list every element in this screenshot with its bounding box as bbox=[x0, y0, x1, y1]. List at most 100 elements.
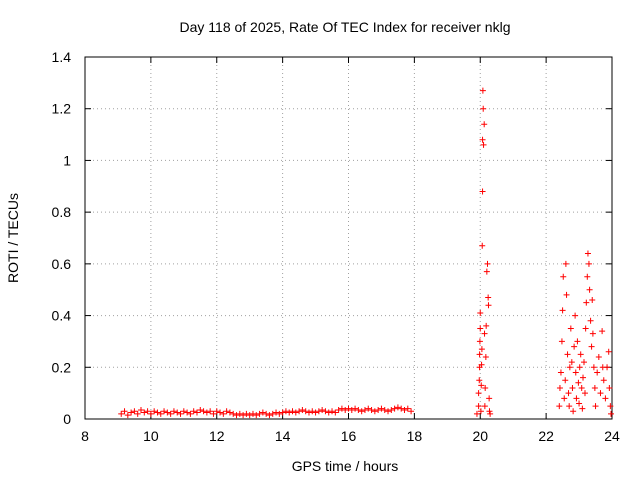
data-point bbox=[335, 406, 342, 413]
data-point bbox=[482, 384, 489, 391]
data-point bbox=[575, 379, 582, 386]
data-points bbox=[118, 87, 615, 419]
data-point bbox=[604, 364, 611, 371]
data-point bbox=[197, 406, 204, 413]
data-point bbox=[478, 361, 485, 368]
data-point bbox=[481, 121, 488, 128]
data-point bbox=[477, 408, 484, 415]
data-point bbox=[161, 408, 168, 415]
y-tick-label: 0.6 bbox=[52, 256, 72, 272]
data-point bbox=[483, 322, 490, 329]
data-point bbox=[124, 412, 131, 419]
data-point bbox=[487, 410, 494, 417]
data-point bbox=[481, 403, 488, 410]
data-point bbox=[482, 353, 489, 360]
y-tick-label: 0 bbox=[63, 411, 71, 427]
data-point bbox=[299, 406, 306, 413]
data-point bbox=[309, 408, 316, 415]
data-point bbox=[485, 294, 492, 301]
y-tick-label: 1 bbox=[63, 152, 71, 168]
data-point bbox=[569, 384, 576, 391]
data-point bbox=[378, 405, 385, 412]
data-point bbox=[483, 268, 490, 275]
data-point bbox=[151, 408, 158, 415]
data-point bbox=[580, 374, 587, 381]
y-tick-label: 1.2 bbox=[52, 101, 72, 117]
data-point bbox=[375, 406, 382, 413]
chart-title: Day 118 of 2025, Rate Of TEC Index for r… bbox=[180, 19, 511, 35]
data-point bbox=[583, 299, 590, 306]
y-tick-label: 0.8 bbox=[52, 204, 72, 220]
data-point bbox=[329, 408, 336, 415]
data-point bbox=[296, 408, 303, 415]
y-axis-ticks: 0 0.2 0.4 0.6 0.8 1 1.2 1.4 bbox=[52, 49, 612, 427]
data-point bbox=[486, 395, 493, 402]
data-point bbox=[564, 351, 571, 358]
data-point bbox=[220, 410, 227, 417]
data-point bbox=[217, 409, 224, 416]
data-point bbox=[568, 359, 575, 366]
data-point bbox=[385, 408, 392, 415]
data-point bbox=[193, 409, 200, 416]
data-point bbox=[570, 408, 577, 415]
data-point bbox=[203, 409, 210, 416]
data-point bbox=[223, 408, 230, 415]
data-point bbox=[591, 384, 598, 391]
data-point bbox=[476, 338, 483, 345]
data-point bbox=[597, 390, 604, 397]
data-point bbox=[187, 410, 194, 417]
data-point bbox=[118, 410, 125, 417]
data-point bbox=[322, 408, 329, 415]
data-point bbox=[578, 384, 585, 391]
data-point bbox=[566, 403, 573, 410]
data-point bbox=[164, 409, 171, 416]
data-point bbox=[302, 408, 309, 415]
data-point bbox=[579, 405, 586, 412]
data-point bbox=[558, 338, 565, 345]
data-point bbox=[573, 395, 580, 402]
data-point bbox=[184, 409, 191, 416]
data-point bbox=[371, 408, 378, 415]
x-tick-label: 22 bbox=[538, 428, 554, 444]
data-point bbox=[408, 408, 415, 415]
data-point bbox=[345, 405, 352, 412]
data-point bbox=[325, 409, 332, 416]
data-point bbox=[476, 377, 483, 384]
data-point bbox=[177, 410, 184, 417]
data-point bbox=[134, 410, 141, 417]
data-point bbox=[332, 409, 339, 416]
data-point bbox=[584, 273, 591, 280]
y-axis-label: ROTI / TECUs bbox=[5, 193, 21, 283]
data-point bbox=[319, 406, 326, 413]
x-tick-label: 20 bbox=[472, 428, 488, 444]
data-point bbox=[190, 408, 197, 415]
data-point bbox=[486, 408, 493, 415]
y-tick-label: 0.4 bbox=[52, 308, 72, 324]
data-point bbox=[556, 384, 563, 391]
data-point bbox=[480, 105, 487, 112]
data-point bbox=[128, 409, 135, 416]
data-point bbox=[478, 346, 485, 353]
data-point bbox=[240, 412, 247, 419]
data-point bbox=[131, 408, 138, 415]
data-point bbox=[273, 409, 280, 416]
data-point bbox=[401, 406, 408, 413]
data-point bbox=[355, 406, 362, 413]
data-point bbox=[263, 410, 270, 417]
data-point bbox=[249, 410, 256, 417]
data-point bbox=[567, 325, 574, 332]
data-point bbox=[562, 260, 569, 267]
data-point bbox=[147, 410, 154, 417]
data-point bbox=[365, 405, 372, 412]
data-point bbox=[485, 302, 492, 309]
data-point bbox=[253, 412, 260, 419]
data-point bbox=[259, 409, 266, 416]
data-point bbox=[266, 412, 273, 419]
data-point bbox=[477, 309, 484, 316]
data-point bbox=[479, 188, 486, 195]
x-tick-label: 12 bbox=[209, 428, 225, 444]
data-point bbox=[563, 291, 570, 298]
data-point bbox=[404, 405, 411, 412]
data-point bbox=[368, 406, 375, 413]
